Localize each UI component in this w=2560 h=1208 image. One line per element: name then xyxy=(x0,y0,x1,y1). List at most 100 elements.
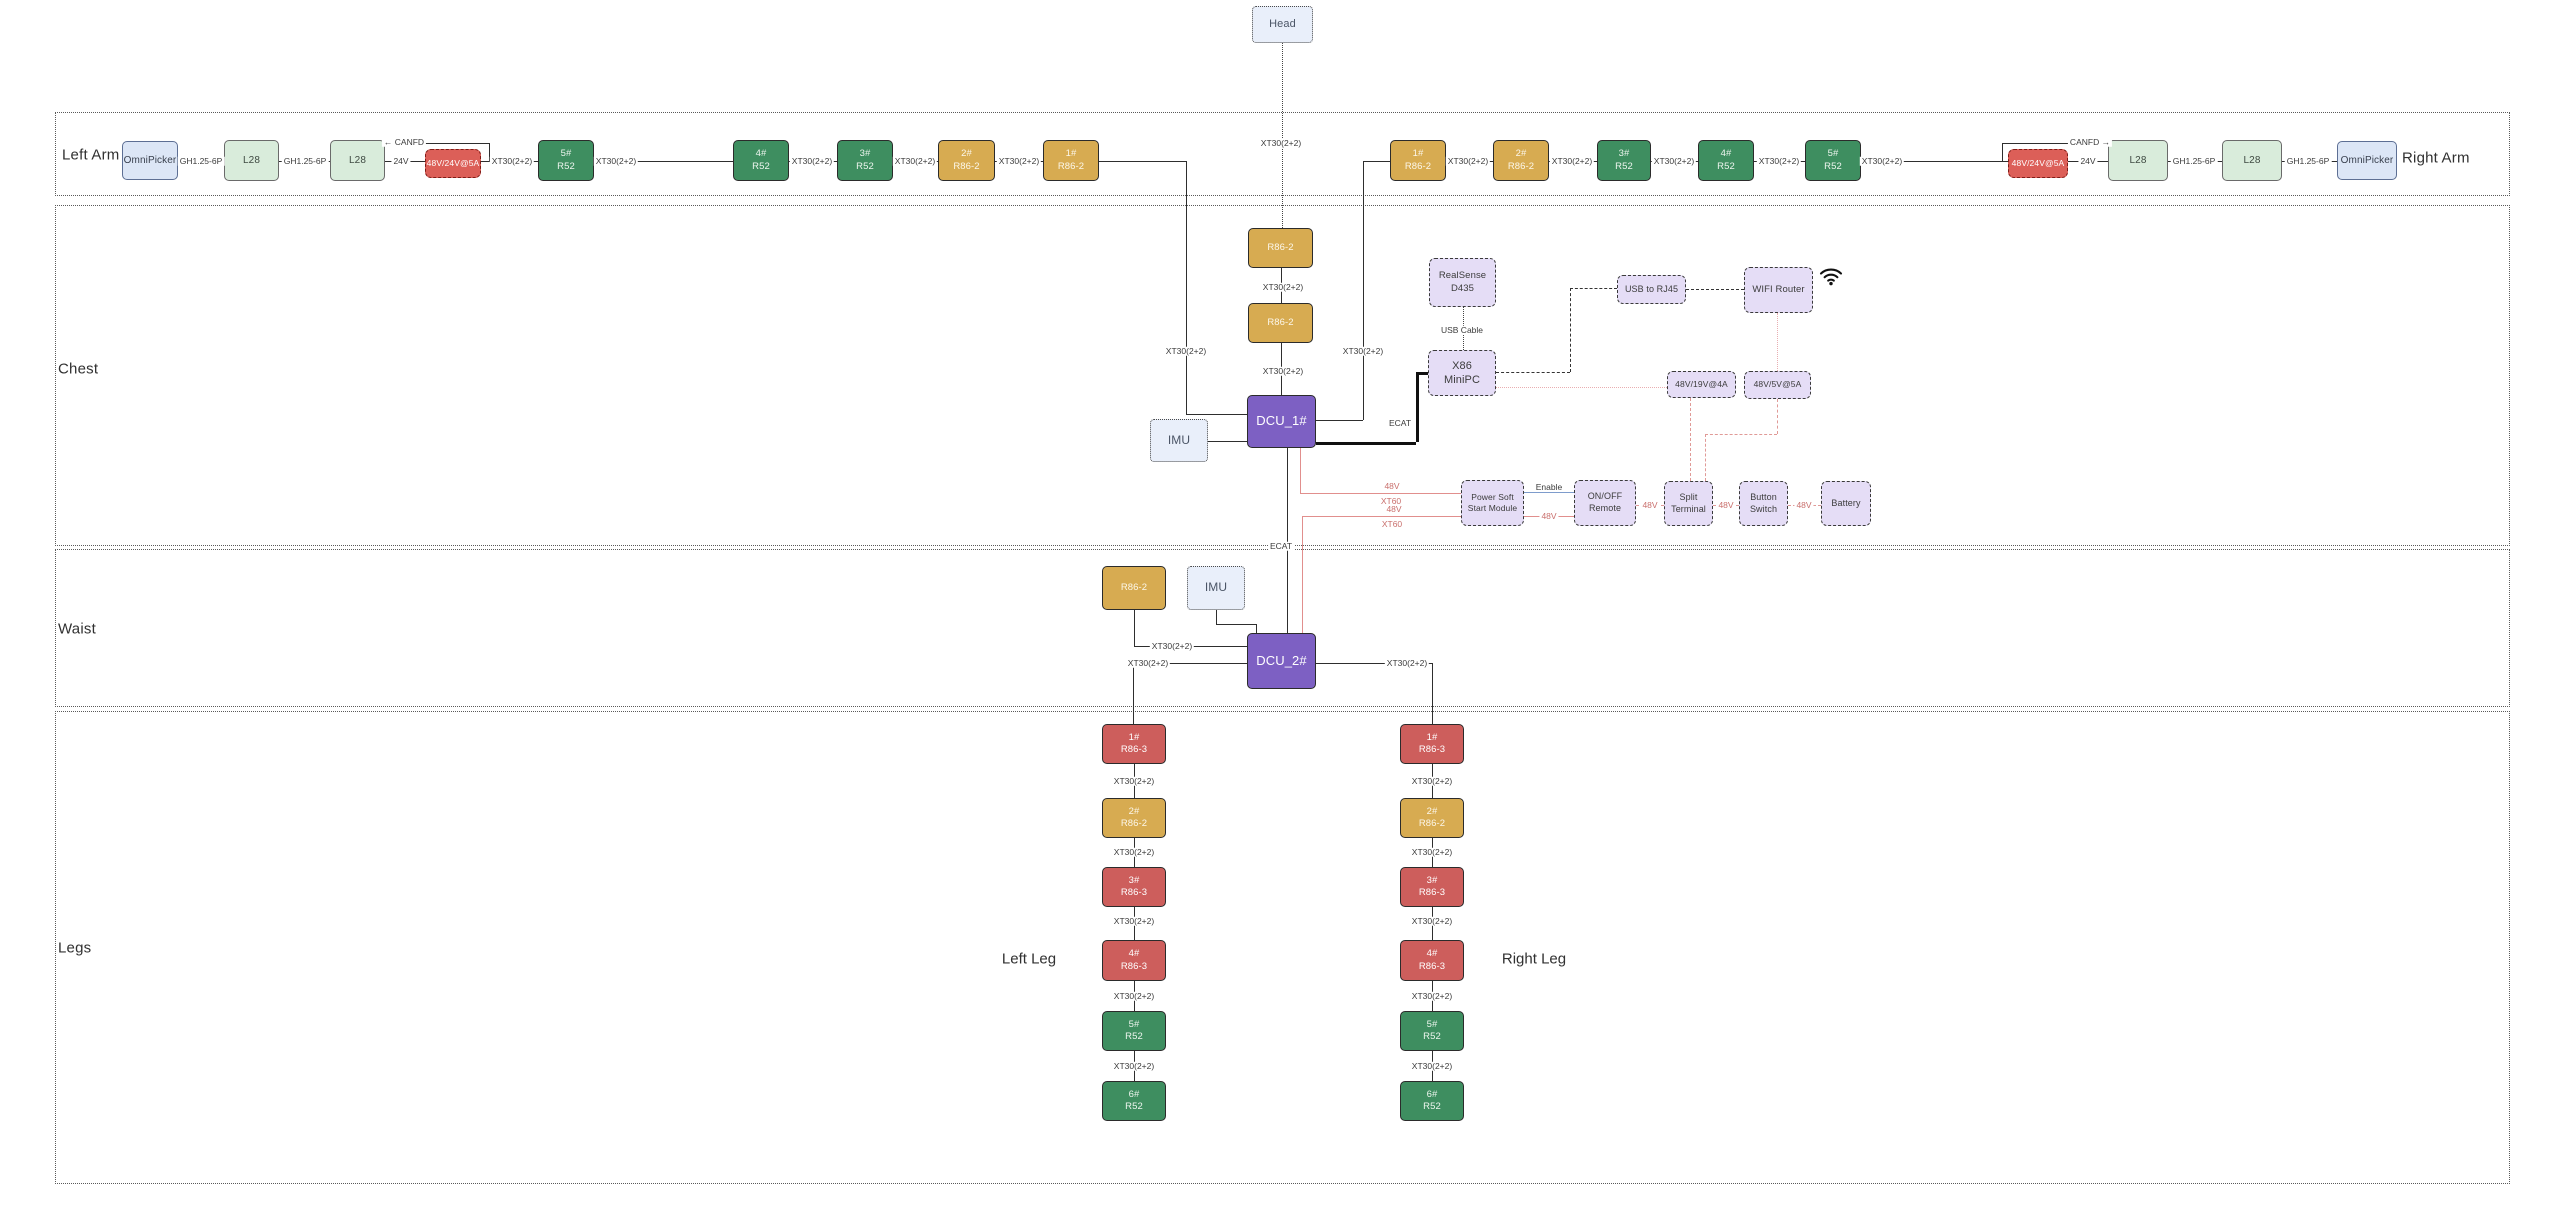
node-l28-left-2: L28 xyxy=(330,140,385,181)
section-label: Right Leg xyxy=(1501,950,1567,968)
edge-label: GH1.25-6P xyxy=(2284,155,2332,166)
node-label: R86-3 xyxy=(1120,960,1148,972)
node-label: IMU xyxy=(1204,580,1228,595)
node-realsense-d435: RealSense D435 xyxy=(1429,258,1496,307)
node-leg-l-2: 2# R86-2 xyxy=(1102,798,1166,838)
node-label: 3# xyxy=(1426,874,1438,886)
node-label: R86-2 xyxy=(1267,241,1294,253)
node-label: 5# xyxy=(1426,1018,1438,1030)
node-label: ON/OFF xyxy=(1587,491,1623,502)
edge-label: XT30(2+2) xyxy=(1163,345,1209,356)
node-r52-3-left: 3# R52 xyxy=(837,140,893,181)
node-label: Head xyxy=(1269,18,1296,31)
node-label: 5# xyxy=(560,148,572,160)
edge-label: XT30(2+2) xyxy=(1756,155,1802,166)
edge-label: XT30(2+2) xyxy=(1111,846,1157,857)
section-legs xyxy=(55,711,2510,1184)
edge-label: XT30(2+2) xyxy=(1111,775,1157,786)
section-label: Right Arm xyxy=(2402,149,2470,167)
node-label: R86-2 xyxy=(1120,818,1148,829)
node-label: Remote xyxy=(1588,503,1622,513)
edge-label: GH1.25-6P xyxy=(177,155,225,166)
edge-label: XT30(2+2) xyxy=(1384,657,1430,668)
wire xyxy=(2002,143,2073,144)
node-label: 4# xyxy=(755,148,767,160)
wire xyxy=(1705,434,1777,435)
wifi-icon xyxy=(1819,266,1843,286)
node-label: R86-3 xyxy=(1120,744,1148,755)
node-omnipicker-left: OmniPicker xyxy=(122,141,178,180)
edge-label: 24V xyxy=(2078,155,2098,166)
edge-label: 48V xyxy=(1716,499,1736,510)
node-label: MiniPC xyxy=(1443,374,1481,386)
edge-label: XT30(2+2) xyxy=(1111,990,1157,1001)
edge-label: ECAT xyxy=(1267,540,1295,551)
wire xyxy=(594,161,733,162)
node-label: OmniPicker xyxy=(123,155,177,166)
edge-label: XT30(2+2) xyxy=(1409,915,1455,926)
wire xyxy=(1496,372,1570,373)
node-label: 3# xyxy=(1618,148,1630,160)
wire xyxy=(1300,493,1461,494)
edge-label: XT30(2+2) xyxy=(1409,846,1455,857)
node-leg-l-5: 5# R52 xyxy=(1102,1011,1166,1051)
node-r52-4-right: 4# R52 xyxy=(1698,140,1754,181)
node-label: R86-2 xyxy=(1120,581,1148,593)
node-r86-1-left: 1# R86-2 xyxy=(1043,140,1099,181)
wire xyxy=(1570,288,1617,289)
node-label: R86-3 xyxy=(1418,960,1446,972)
node-l28-right-2: L28 xyxy=(2222,140,2282,181)
node-conv-48-24-left: 48V/24V@5A xyxy=(425,149,481,178)
node-label: R52 xyxy=(1125,1101,1143,1112)
node-label: 2# xyxy=(1426,805,1438,817)
edge-label: XT30(2+2) xyxy=(1111,915,1157,926)
node-label: R52 xyxy=(1824,160,1842,172)
edge-label: ECAT xyxy=(1388,417,1412,428)
node-conv-48-19: 48V/19V@4A xyxy=(1667,371,1736,398)
node-r86-1-right: 1# R86-2 xyxy=(1390,140,1446,181)
wire xyxy=(1287,448,1288,633)
node-imu-chest: IMU xyxy=(1150,419,1208,462)
node-r52-3-right: 3# R52 xyxy=(1597,140,1651,181)
node-r86-2-left: 2# R86-2 xyxy=(938,140,995,181)
node-label: Terminal xyxy=(1671,503,1706,514)
edge-label: 48V xyxy=(1384,480,1400,491)
node-label: R52 xyxy=(1423,1101,1441,1112)
node-label: 3# xyxy=(1128,874,1140,886)
node-label: R52 xyxy=(1125,1031,1143,1042)
edge-label: 48V xyxy=(1640,499,1660,510)
edge-label: ← CANFD xyxy=(381,136,427,147)
wire xyxy=(1302,516,1303,633)
node-head: Head xyxy=(1252,6,1313,43)
wire xyxy=(1282,43,1283,228)
node-power-soft-start: Power Soft Start Module xyxy=(1461,480,1524,526)
node-l28-left-1: L28 xyxy=(224,140,279,181)
node-conv-48-5: 48V/5V@5A xyxy=(1744,371,1811,399)
node-r52-4-left: 4# R52 xyxy=(733,140,789,181)
edge-label: XT30(2+2) xyxy=(1651,155,1697,166)
wire xyxy=(1316,442,1416,445)
node-imu-waist: IMU xyxy=(1187,566,1245,610)
edge-label: XT30(2+2) xyxy=(1445,155,1491,166)
node-l28-right-1: L28 xyxy=(2108,140,2168,181)
node-label: DCU_1# xyxy=(1256,413,1307,429)
node-label: R52 xyxy=(1615,160,1633,172)
edge-label: XT60 xyxy=(1381,518,1403,529)
wire xyxy=(1777,313,1778,371)
node-r52-5-right: 5# R52 xyxy=(1805,140,1861,181)
node-leg-r-5: 5# R52 xyxy=(1400,1011,1464,1051)
node-label: 4# xyxy=(1128,948,1140,960)
edge-label: CANFD → xyxy=(2067,136,2113,147)
node-label: 1# xyxy=(1065,148,1077,160)
edge-label: XT30(2+2) xyxy=(1258,137,1304,148)
edge-label: XT30(2+2) xyxy=(1409,775,1455,786)
node-label: L28 xyxy=(349,155,366,166)
wire xyxy=(1134,610,1135,646)
wire xyxy=(1496,387,1667,388)
node-label: 3# xyxy=(859,148,871,160)
node-label: R86-2 xyxy=(1418,818,1446,829)
node-label: 1# xyxy=(1412,148,1424,160)
section-label: Waist xyxy=(58,620,96,638)
wire xyxy=(1216,624,1256,625)
node-label: X86 xyxy=(1452,359,1472,372)
